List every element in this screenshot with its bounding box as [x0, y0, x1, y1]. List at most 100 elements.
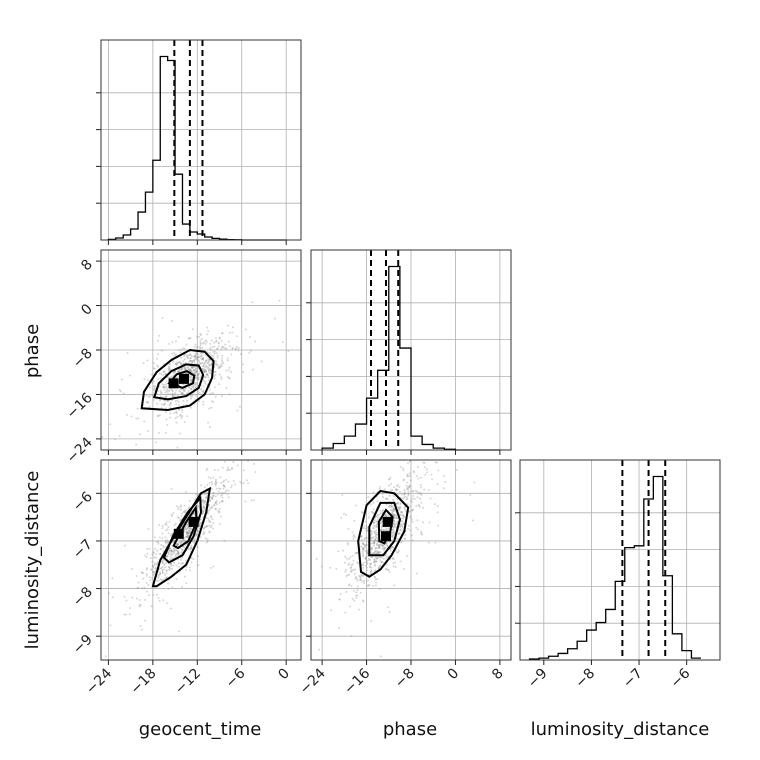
sample-point	[390, 547, 393, 550]
sample-point	[217, 511, 220, 514]
sample-point	[230, 484, 233, 487]
sample-point	[370, 539, 373, 542]
sample-point	[376, 518, 379, 521]
contour-outer	[357, 489, 410, 578]
sample-point	[359, 575, 362, 578]
sample-point	[186, 355, 189, 358]
sample-point	[165, 529, 168, 532]
sample-point	[185, 531, 188, 533]
sample-point	[222, 487, 225, 490]
sample-point	[223, 539, 226, 542]
sample-point	[204, 369, 207, 372]
sample-point	[394, 488, 397, 491]
sample-point	[386, 498, 389, 501]
sample-point	[390, 483, 393, 486]
sample-point	[185, 568, 188, 571]
sample-point	[365, 551, 368, 554]
sample-point	[194, 368, 197, 371]
sample-point	[387, 528, 390, 531]
sample-point	[232, 460, 235, 463]
sample-point	[145, 401, 148, 404]
sample-point	[394, 423, 396, 425]
sample-point	[188, 530, 191, 533]
sample-point	[382, 547, 385, 550]
sample-point	[348, 583, 351, 586]
sample-point	[221, 332, 224, 335]
sample-point	[378, 556, 381, 559]
sample-point	[177, 516, 180, 519]
sample-point	[221, 493, 224, 496]
sample-point	[175, 410, 178, 413]
sample-point	[176, 552, 179, 555]
sample-point	[360, 545, 363, 548]
sample-point	[391, 546, 394, 549]
sample-point	[218, 366, 221, 369]
sample-point	[211, 527, 214, 530]
sample-point	[205, 340, 208, 343]
sample-point	[403, 537, 406, 540]
sample-point	[173, 524, 176, 527]
sample-point	[175, 505, 178, 508]
sample-point	[399, 529, 402, 532]
sample-point	[208, 500, 211, 503]
sample-point	[175, 543, 178, 546]
sample-point	[370, 569, 373, 572]
sample-point	[201, 367, 204, 370]
sample-point	[149, 395, 152, 398]
sample-point	[197, 373, 200, 376]
sample-point	[180, 348, 183, 351]
sample-point	[395, 502, 398, 505]
sample-point	[201, 346, 204, 349]
sample-point	[164, 577, 167, 580]
sample-point	[219, 364, 222, 367]
scatter-panel-geocent-time-vs-luminosity-distance: −24 −18 −12 −6 0−9−8−7−6	[70, 416, 302, 698]
sample-point	[168, 368, 171, 371]
sample-point	[395, 517, 398, 520]
sample-point	[373, 535, 376, 538]
sample-point	[186, 536, 189, 539]
sample-point	[233, 416, 235, 418]
sample-point	[195, 358, 198, 361]
sample-point	[402, 478, 405, 481]
sample-point	[201, 501, 204, 504]
sample-point	[151, 571, 154, 574]
sample-point	[192, 541, 195, 544]
sample-point	[234, 451, 236, 453]
sample-point	[391, 535, 394, 538]
sample-point	[167, 551, 170, 554]
sample-point	[186, 415, 189, 418]
sample-point	[168, 403, 171, 406]
sample-point	[192, 385, 195, 388]
sample-point	[236, 464, 239, 467]
sample-point	[210, 566, 213, 569]
sample-point	[214, 395, 217, 398]
sample-point	[145, 394, 148, 397]
x-tick-label: −24	[83, 665, 115, 697]
sample-point	[222, 484, 225, 487]
sample-point	[157, 573, 160, 576]
sample-point	[207, 361, 210, 364]
sample-point	[374, 576, 377, 579]
sample-point	[376, 551, 379, 554]
sample-point	[209, 499, 212, 502]
sample-point	[135, 575, 138, 578]
sample-point	[362, 526, 365, 529]
sample-point	[202, 400, 205, 403]
sample-point	[377, 550, 380, 553]
sample-point	[211, 346, 214, 349]
sample-point	[181, 585, 184, 588]
sample-point	[207, 364, 210, 367]
sample-point	[373, 541, 376, 544]
sample-point	[380, 521, 383, 524]
sample-point	[434, 541, 437, 544]
sample-point	[398, 509, 401, 512]
sample-point	[180, 388, 183, 391]
sample-point	[183, 420, 186, 423]
sample-point	[207, 369, 210, 372]
sample-point	[385, 556, 388, 559]
sample-point	[422, 461, 425, 464]
sample-point	[377, 552, 380, 555]
sample-point	[171, 394, 174, 397]
sample-point	[176, 542, 179, 545]
